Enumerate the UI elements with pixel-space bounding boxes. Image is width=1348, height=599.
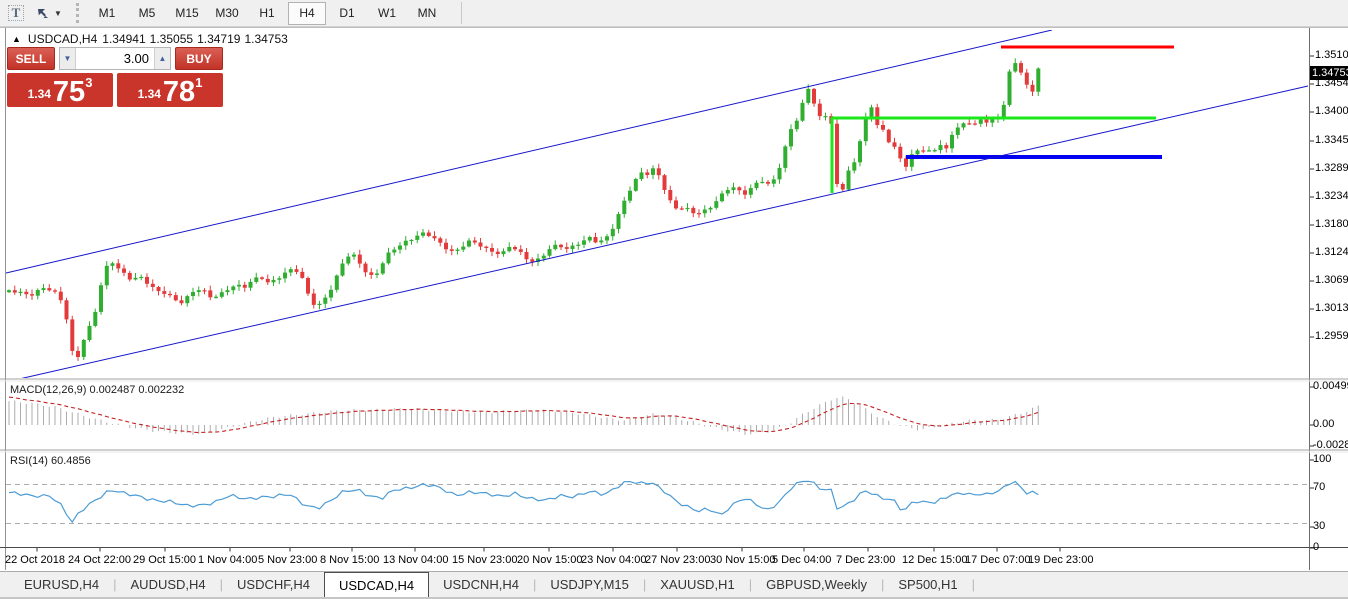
trade-panel-toggle-icon[interactable]: ▲: [12, 34, 21, 44]
window-bottom-edge: [0, 597, 1348, 599]
sell-price-pips: 3: [85, 75, 93, 90]
timeframe-button-h1[interactable]: H1: [259, 6, 275, 20]
timeframe-button-h4[interactable]: H4: [288, 1, 326, 25]
volume-input[interactable]: [76, 48, 154, 69]
sell-price-prefix: 1.34: [27, 87, 51, 101]
buy-price-prefix: 1.34: [137, 87, 161, 101]
timeframe-button-m1[interactable]: M1: [98, 6, 116, 20]
chart-tab-xauusd-h1[interactable]: XAUUSD,H1: [660, 577, 735, 592]
chart-tab-usdcnh-h4[interactable]: USDCNH,H4: [443, 577, 519, 592]
timeframe-group: M1 M5 M15 M30 H1 H4 D1 W1 MN: [87, 1, 447, 25]
volume-decrease-button[interactable]: ▼: [60, 48, 76, 69]
chart-tab-usdjpy-m15[interactable]: USDJPY,M15: [550, 577, 629, 592]
top-toolbar: T ▼ M1 M5 M15 M30 H1 H4 D1 W1 MN: [0, 0, 1348, 27]
double-arrow-icon: [38, 8, 51, 18]
chart-tab-usdcad-h4[interactable]: USDCAD,H4: [324, 572, 430, 597]
chart-tab-sp500-h1[interactable]: SP500,H1: [898, 577, 958, 592]
chart-tab-bar: EURUSD,H4 | AUDUSD,H4 | USDCHF,H4 USDCAD,H4 US…: [0, 571, 1348, 597]
drawn-lines[interactable]: [6, 30, 1309, 382]
buy-price-pips: 1: [195, 75, 203, 90]
chart-tab-eurusd-h4[interactable]: EURUSD,H4: [24, 577, 100, 592]
buy-price-main: 78: [162, 76, 196, 108]
tab-separator: |: [642, 577, 647, 592]
timeframe-button-mn[interactable]: MN: [417, 6, 437, 20]
timeframe-button-m5[interactable]: M5: [138, 6, 156, 20]
tab-separator: |: [971, 577, 976, 592]
sell-price-display[interactable]: 1.34 75 3: [7, 73, 113, 107]
channel-upper-trendline: [6, 30, 1053, 274]
channel-lower-trendline: [21, 85, 1309, 378]
chart-tab-usdchf-h4[interactable]: USDCHF,H4: [237, 577, 310, 592]
tab-separator: |: [113, 577, 117, 592]
text-tool-icon: T: [7, 5, 25, 21]
text-label-tool-button[interactable]: T: [4, 3, 28, 24]
sell-button[interactable]: SELL: [7, 47, 55, 70]
chart-tab-gbpusd-weekly[interactable]: GBPUSD,Weekly: [766, 577, 867, 592]
one-click-trading-panel: SELL ▼ ▲ BUY 1.34 75 3 1.34 78 1: [7, 47, 223, 107]
tab-separator: |: [532, 577, 537, 592]
sell-price-main: 75: [52, 76, 86, 108]
cursor-tool-button[interactable]: ▼: [32, 3, 66, 24]
timeframe-button-d1[interactable]: D1: [339, 6, 355, 20]
timeframe-button-w1[interactable]: W1: [378, 6, 396, 20]
timeframe-button-m15[interactable]: M15: [175, 6, 199, 20]
buy-button[interactable]: BUY: [175, 47, 223, 70]
tab-separator: |: [880, 577, 885, 592]
volume-stepper: ▼ ▲: [59, 47, 171, 70]
tab-separator: |: [748, 577, 753, 592]
chevron-down-icon: ▼: [54, 8, 62, 18]
price-chart-canvas[interactable]: [0, 28, 1348, 571]
candlestick-series: [7, 58, 1041, 361]
rsi-series: [6, 480, 1308, 524]
macd-series: [8, 396, 1039, 435]
toolbar-separator: [461, 2, 462, 24]
chart-tab-audusd-h4[interactable]: AUDUSD,H4: [130, 577, 206, 592]
triangle-up-icon: ▲: [158, 54, 167, 63]
timeframe-button-m30[interactable]: M30: [215, 6, 239, 20]
triangle-down-icon: ▼: [63, 54, 72, 63]
tab-separator: |: [219, 577, 224, 592]
volume-increase-button[interactable]: ▲: [154, 48, 170, 69]
buy-price-display[interactable]: 1.34 78 1: [117, 73, 223, 107]
toolbar-grip[interactable]: [76, 3, 79, 23]
